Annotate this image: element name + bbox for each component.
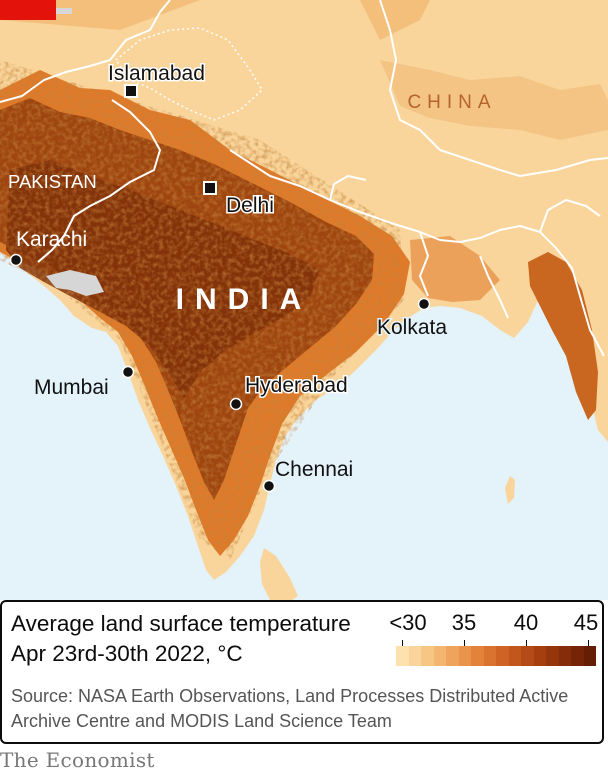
scale-label-35: 35 <box>451 610 477 635</box>
color-scale: <30 35 40 45 <box>389 610 599 670</box>
bengal-warm-patch <box>410 236 500 302</box>
east-warm-patch <box>528 252 598 420</box>
country-label-pakistan: PAKISTAN <box>8 171 97 192</box>
scale-tick <box>588 640 589 650</box>
country-label-india: INDIA <box>176 283 313 316</box>
city-label-mumbai: Mumbai <box>34 376 109 399</box>
no-data-rann <box>46 270 104 296</box>
capital-marker-islamabad <box>124 84 138 98</box>
scale-label-45: 45 <box>573 610 599 635</box>
capital-marker-delhi <box>203 181 217 195</box>
andaman-islands <box>505 476 515 504</box>
legend-subtitle: Apr 23rd-30th 2022, °C <box>11 641 243 666</box>
city-markers <box>9 253 431 493</box>
scale-tick <box>464 640 465 650</box>
color-ramp <box>396 646 596 666</box>
city-label-karachi: Karachi <box>16 228 87 251</box>
legend-title: Average land surface temperature <box>11 611 351 636</box>
city-label-chennai: Chennai <box>275 458 353 481</box>
city-marker-kolkata <box>417 297 431 311</box>
no-data-top <box>56 8 72 14</box>
scale-tick <box>402 640 403 650</box>
country-label-china: CHINA <box>407 92 496 113</box>
city-label-hyderabad: Hyderabad <box>245 374 348 397</box>
city-marker-hyderabad <box>229 397 243 411</box>
source-note: Source: NASA Earth Observations, Land Pr… <box>11 686 569 731</box>
legend-box: Average land surface temperature Apr 23r… <box>0 600 604 744</box>
borders <box>0 0 608 357</box>
economist-red-tab <box>0 0 56 20</box>
brand-wordmark: The Economist <box>0 748 155 772</box>
scale-tick <box>526 640 527 650</box>
tibet-warm-patch <box>380 60 608 140</box>
city-marker-chennai <box>262 479 276 493</box>
city-label-islamabad: Islamabad <box>108 62 205 85</box>
scale-label-40: 40 <box>513 610 539 635</box>
city-label-delhi: Delhi <box>226 194 274 217</box>
north-warm-band <box>0 0 430 40</box>
sri-lanka <box>260 548 298 600</box>
city-marker-mumbai <box>121 365 135 379</box>
city-marker-karachi <box>9 253 23 267</box>
heat-map: CHINA PAKISTAN INDIA Islamabad Delhi Kar… <box>0 0 608 600</box>
land-texture <box>0 60 404 560</box>
scale-label-30: <30 <box>389 610 427 635</box>
city-label-kolkata: Kolkata <box>377 316 447 339</box>
